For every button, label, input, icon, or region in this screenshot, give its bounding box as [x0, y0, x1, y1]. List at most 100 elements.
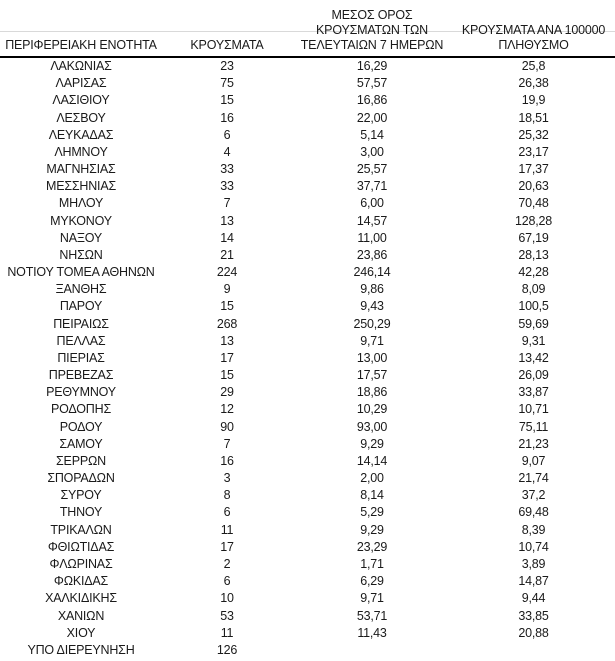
- avg-7day-cases: 9,29: [360, 436, 384, 451]
- avg-7day-cases: 53,71: [356, 608, 388, 623]
- cases-count: 16: [220, 110, 234, 125]
- avg-7day-cases: 9,71: [360, 591, 384, 606]
- avg-7day-cases: 14,57: [356, 213, 388, 228]
- table-row: ΛΑΚΩΝΙΑΣ 23 16,29 25,8: [0, 57, 615, 75]
- cases-count: 11: [220, 522, 234, 537]
- cases-count: 6: [223, 505, 231, 520]
- region-name: ΣΠΟΡΑΔΩΝ: [47, 471, 115, 486]
- avg-7day-cases: 13,00: [356, 350, 388, 365]
- avg-7day-cases: 16,29: [356, 59, 388, 73]
- table-row: ΤΗΝΟΥ 6 5,29 69,48: [0, 504, 615, 521]
- table-row: ΝΑΞΟΥ 14 11,00 67,19: [0, 230, 615, 247]
- table-row: ΧΑΛΚΙΔΙΚΗΣ 10 9,71 9,44: [0, 590, 615, 607]
- column-header-per-100k: ΚΡΟΥΣΜΑΤΑ ΑΝΑ 100000 ΠΛΗΘΥΣΜΟ: [452, 0, 615, 58]
- table-row: ΣΠΟΡΑΔΩΝ 3 2,00 21,74: [0, 470, 615, 487]
- avg-7day-cases: 9,43: [360, 299, 384, 314]
- column-header-avg-7day: ΜΕΣΟΣ ΟΡΟΣ ΚΡΟΥΣΜΑΤΩΝ ΤΩΝ ΤΕΛΕΥΤΑΙΩΝ 7 ΗΜΕ…: [292, 0, 452, 58]
- region-name: ΜΕΣΣΗΝΙΑΣ: [46, 179, 116, 194]
- cases-per-100k: 128,28: [514, 213, 553, 228]
- cases-count: 75: [220, 76, 234, 91]
- table-row: ΦΛΩΡΙΝΑΣ 2 1,71 3,89: [0, 556, 615, 573]
- column-header-line: ΠΛΗΘΥΣΜΟ: [498, 38, 569, 52]
- avg-7day-cases: 6,00: [360, 196, 384, 211]
- table-row: ΥΠΟ ΔΙΕΡΕΥΝΗΣΗ 126: [0, 642, 615, 659]
- table-row: ΡΕΘΥΜΝΟΥ 29 18,86 33,87: [0, 384, 615, 401]
- cases-per-100k: 9,44: [521, 591, 546, 606]
- avg-7day-cases: 250,29: [353, 316, 391, 331]
- cases-count: 7: [223, 196, 231, 211]
- avg-7day-cases: 11,00: [357, 230, 387, 245]
- region-name: ΝΟΤΙΟΥ ΤΟΜΕΑ ΑΘΗΝΩΝ: [7, 265, 155, 280]
- region-name: ΜΗΛΟΥ: [58, 196, 104, 211]
- cases-per-100k: 42,28: [518, 265, 549, 280]
- avg-7day-cases: 3,00: [360, 144, 384, 159]
- region-name: ΧΙΟΥ: [66, 625, 96, 640]
- cases-per-100k: 26,09: [518, 368, 549, 383]
- region-name: ΛΑΡΙΣΑΣ: [55, 76, 107, 91]
- cases-per-100k: 33,85: [518, 608, 549, 623]
- avg-7day-cases: 23,29: [356, 539, 388, 554]
- cases-per-100k: 33,87: [518, 385, 549, 400]
- table-row: ΡΟΔΟΥ 90 93,00 75,11: [0, 419, 615, 436]
- cases-per-100k: 70,48: [518, 196, 549, 211]
- cases-count: 126: [216, 642, 238, 657]
- cases-per-100k: 19,9: [521, 93, 546, 108]
- cases-count: 11: [220, 625, 234, 640]
- region-name: ΥΠΟ ΔΙΕΡΕΥΝΗΣΗ: [27, 642, 135, 657]
- cases-per-100k: 8,39: [521, 522, 546, 537]
- cases-count: 15: [220, 93, 234, 108]
- cases-count: 7: [223, 436, 231, 451]
- region-name: ΛΑΣΙΘΙΟΥ: [52, 93, 110, 108]
- cases-count: 9: [223, 282, 231, 297]
- column-header-line: ΚΡΟΥΣΜΑΤΑ: [190, 38, 264, 52]
- table-row: ΜΗΛΟΥ 7 6,00 70,48: [0, 195, 615, 212]
- region-name: ΤΡΙΚΑΛΩΝ: [50, 522, 112, 537]
- table-row: ΧΙΟΥ 11 11,43 20,88: [0, 625, 615, 642]
- avg-7day-cases: 57,57: [356, 76, 388, 91]
- table-row: ΤΡΙΚΑΛΩΝ 11 9,29 8,39: [0, 522, 615, 539]
- table-row: ΣΑΜΟΥ 7 9,29 21,23: [0, 436, 615, 453]
- column-header-line: ΚΡΟΥΣΜΑΤΩΝ ΤΩΝ: [316, 23, 428, 37]
- column-header-line: ΚΡΟΥΣΜΑΤΑ ΑΝΑ 100000: [461, 23, 606, 37]
- column-header-line: ΠΕΡΙΦΕΡΕΙΑΚΗ ΕΝΟΤΗΤΑ: [5, 38, 157, 52]
- cases-count: 17: [220, 539, 234, 554]
- avg-7day-cases: 5,14: [360, 127, 384, 142]
- cases-per-100k: 3,89: [521, 556, 546, 571]
- cases-count: 6: [223, 127, 231, 142]
- cases-count: 13: [220, 333, 234, 348]
- table-row: ΞΑΝΘΗΣ 9 9,86 8,09: [0, 281, 615, 298]
- cases-count: 8: [223, 488, 231, 503]
- region-name: ΧΑΝΙΩΝ: [57, 608, 105, 623]
- table-row: ΛΕΣΒΟΥ 16 22,00 18,51: [0, 110, 615, 127]
- table-row: ΝΟΤΙΟΥ ΤΟΜΕΑ ΑΘΗΝΩΝ 224 246,14 42,28: [0, 264, 615, 281]
- cases-per-100k: 23,17: [518, 144, 549, 159]
- table-row: ΧΑΝΙΩΝ 53 53,71 33,85: [0, 608, 615, 625]
- cases-count: 33: [220, 162, 234, 177]
- cases-count: 23: [220, 59, 234, 73]
- region-name: ΛΗΜΝΟΥ: [54, 144, 108, 159]
- cases-count: 10: [220, 591, 234, 606]
- table-row: ΠΕΙΡΑΙΩΣ 268 250,29 59,69: [0, 316, 615, 333]
- cases-per-100k: 20,88: [518, 625, 549, 640]
- cases-count: 90: [220, 419, 234, 434]
- table-row: ΝΗΣΩΝ 21 23,86 28,13: [0, 247, 615, 264]
- cases-count: 15: [220, 299, 234, 314]
- cases-per-100k: 13,42: [518, 350, 549, 365]
- table-row: ΛΑΣΙΘΙΟΥ 15 16,86 19,9: [0, 92, 615, 109]
- cases-per-100k: 26,38: [518, 76, 549, 91]
- table-row: ΡΟΔΟΠΗΣ 12 10,29 10,71: [0, 401, 615, 418]
- table-row: ΜΕΣΣΗΝΙΑΣ 33 37,71 20,63: [0, 178, 615, 195]
- column-header-region: ΠΕΡΙΦΕΡΕΙΑΚΗ ΕΝΟΤΗΤΑ: [0, 0, 162, 58]
- region-name: ΤΗΝΟΥ: [59, 505, 103, 520]
- table-header: ΠΕΡΙΦΕΡΕΙΑΚΗ ΕΝΟΤΗΤΑ ΚΡΟΥΣΜΑΤΑ ΜΕΣΟΣ ΟΡΟΣ Κ…: [0, 0, 615, 58]
- cases-count: 268: [216, 316, 238, 331]
- cases-per-100k: 69,48: [518, 505, 549, 520]
- table-row: ΜΥΚΟΝΟΥ 13 14,57 128,28: [0, 213, 615, 230]
- table-row: ΛΕΥΚΑΔΑΣ 6 5,14 25,32: [0, 127, 615, 144]
- region-name: ΡΟΔΟΥ: [59, 419, 103, 434]
- avg-7day-cases: 17,57: [356, 368, 388, 383]
- region-name: ΞΑΝΘΗΣ: [55, 282, 107, 297]
- table-row: ΠΑΡΟΥ 15 9,43 100,5: [0, 298, 615, 315]
- cases-count: 16: [220, 453, 234, 468]
